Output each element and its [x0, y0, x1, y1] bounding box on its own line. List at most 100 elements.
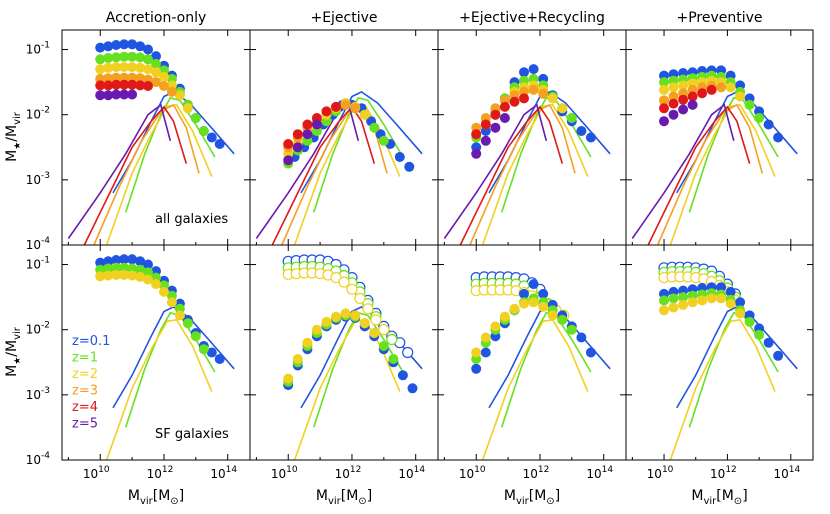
xlab-main: M [316, 488, 328, 504]
y-tick-base: 10 [26, 238, 41, 252]
data-point-z1 [198, 344, 209, 355]
column-title: +Ejective+Recycling [459, 10, 605, 26]
data-point-z3 [166, 86, 177, 97]
data-point-z1 [127, 263, 138, 274]
data-point-z0.1 [576, 126, 587, 136]
panel-frame [625, 244, 814, 461]
data-point-z2 [706, 293, 717, 304]
data-point-z5 [127, 89, 138, 100]
data-point-z1 [135, 264, 146, 275]
x-tick-label: 1014 [398, 465, 425, 481]
data-point-z2 [547, 310, 558, 321]
panel-1-1 [249, 244, 439, 461]
legend-entry-z3: z=3 [72, 384, 98, 399]
data-point-z4 [697, 88, 708, 99]
data-point-z4 [687, 91, 698, 102]
data-point-z4 [509, 96, 520, 107]
data-point-z1 [557, 314, 568, 325]
panel-0-2 [437, 29, 627, 246]
y-tick-label: 10-2 [26, 106, 50, 122]
data-point-z0.1 [576, 332, 587, 343]
relation-line-z5 [255, 103, 360, 239]
data-point-z3 [659, 95, 669, 106]
data-point-z2 [95, 271, 106, 282]
data-point-z2 [687, 297, 698, 308]
data-point-z0.1 [763, 119, 774, 130]
x-tick-exponent: 14 [789, 465, 801, 475]
data-point-z0.1 [119, 254, 130, 265]
x-tick-base: 10 [147, 467, 162, 481]
data-point-z0.1 [206, 132, 217, 143]
data-point-z5 [111, 89, 122, 100]
data-point-z2 [490, 321, 501, 332]
data-point-z2 [143, 274, 153, 285]
column-title: +Ejective [310, 10, 377, 26]
data-point-z2 [668, 302, 679, 313]
xlab-sub: vir [328, 496, 342, 507]
data-point-z2 [292, 354, 303, 364]
data-point-z3 [528, 84, 539, 95]
xlab-sun: ⊙ [546, 496, 554, 507]
ylab-star: ★ [13, 357, 23, 365]
y-tick-exponent: -2 [41, 321, 50, 331]
data-point-open-z2 [338, 276, 350, 288]
relation-line-z1 [124, 311, 216, 428]
data-point-z0.1 [773, 350, 784, 361]
data-point-z2 [151, 279, 161, 290]
data-point-z2 [659, 84, 669, 95]
y-tick-exponent: -3 [41, 386, 50, 396]
data-point-z4 [659, 103, 669, 114]
row-note-all: all galaxies [155, 212, 228, 227]
panel-1-2 [437, 244, 627, 461]
data-point-z2 [725, 82, 736, 93]
y-tick-base: 10 [26, 173, 41, 187]
x-tick-base: 10 [647, 467, 662, 481]
data-point-z1 [659, 77, 669, 88]
data-point-z1 [744, 316, 755, 327]
data-point-z0.1 [95, 257, 106, 268]
data-point-z2 [182, 103, 193, 114]
data-point-open-z2 [378, 324, 390, 336]
data-point-z0.1 [111, 40, 122, 50]
panel-plot-area [631, 65, 798, 245]
data-point-z1 [678, 292, 689, 303]
y-tick-exponent: -4 [41, 236, 50, 246]
data-point-z1 [744, 99, 755, 110]
data-point-z0.1 [585, 132, 596, 143]
data-point-z2 [135, 62, 146, 73]
data-point-z4 [283, 139, 294, 149]
data-point-z1 [388, 354, 399, 364]
x-tick-base: 10 [773, 467, 788, 481]
panel-plot-area [658, 261, 798, 460]
relation-line-z1 [688, 96, 779, 213]
y-tick-label: 10-3 [26, 171, 50, 187]
y-tick-label: 10-2 [26, 321, 50, 337]
legend-entry-z0.1: z=0.1 [72, 334, 110, 349]
data-point-z0.1 [519, 67, 529, 78]
x-axis-label: Mvir[M⊙] [128, 488, 184, 507]
data-point-z5 [283, 155, 294, 166]
data-point-z1 [754, 113, 765, 123]
data-point-z2 [166, 297, 177, 308]
xlab-end: ] [179, 488, 184, 504]
data-point-z1 [103, 263, 114, 274]
y-tick-base: 10 [26, 43, 41, 57]
data-point-z4 [499, 101, 510, 112]
data-point-z2 [119, 270, 130, 280]
data-point-z2 [283, 373, 294, 384]
data-point-z4 [302, 119, 313, 130]
data-point-z4 [127, 79, 138, 90]
x-tick-label: 1014 [773, 465, 800, 481]
data-point-z1 [143, 54, 153, 65]
data-point-z4 [668, 98, 679, 109]
ylab-sub: vir [12, 326, 23, 340]
relation-line-z5 [631, 103, 735, 239]
relation-line-z2 [481, 319, 589, 460]
xlab-sub: vir [140, 496, 154, 507]
data-point-z0.1 [528, 279, 539, 290]
data-point-z1 [378, 341, 389, 351]
panel-1-3 [625, 244, 814, 461]
data-point-z2 [359, 109, 370, 120]
panel-0-0 [61, 29, 251, 246]
